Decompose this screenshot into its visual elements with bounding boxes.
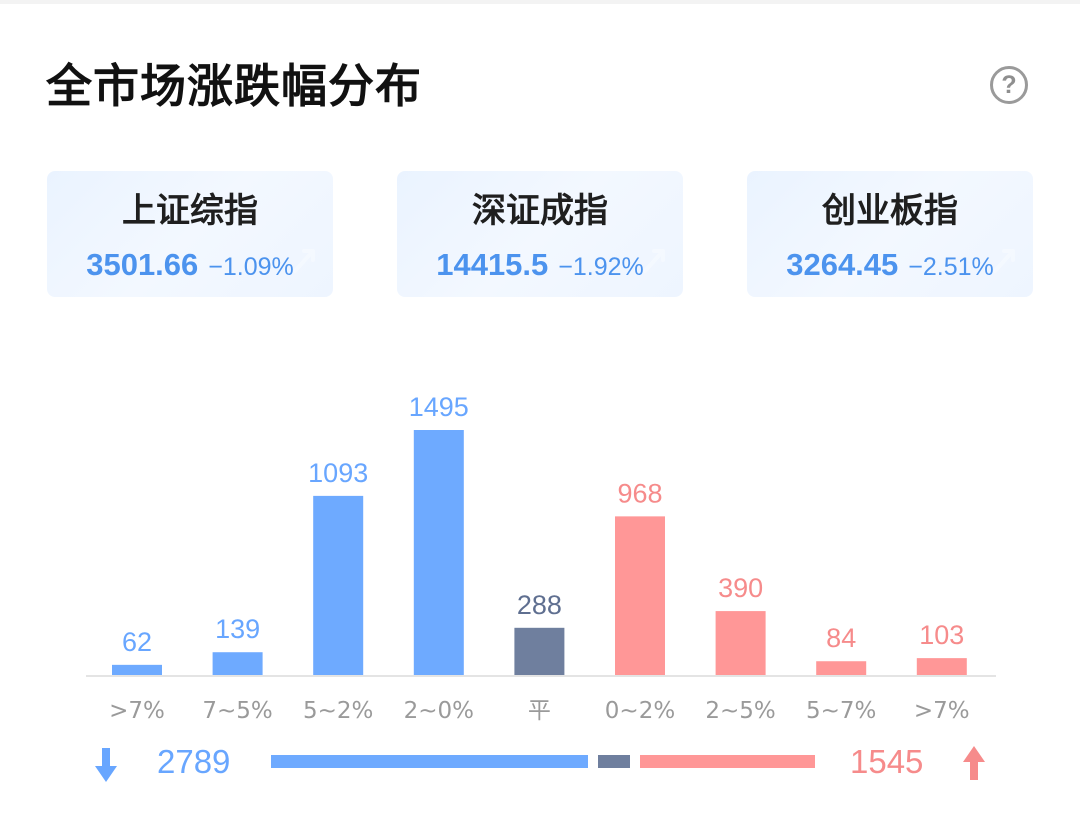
bar-8[interactable] [916, 658, 967, 675]
bar-value-label: 1093 [308, 458, 368, 488]
index-card-sz[interactable]: 深证成指 14415.5 −1.92% [397, 171, 683, 297]
index-change: −1.09% [208, 253, 294, 281]
x-tick-label: 平 [528, 698, 551, 724]
index-name: 创业板指 [822, 191, 958, 231]
bar-value-label: 288 [517, 590, 562, 620]
index-name: 上证综指 [122, 191, 258, 231]
arrow-up-icon [963, 746, 985, 780]
x-tick-label: 7~5% [202, 698, 272, 724]
index-value: 3501.66 [86, 247, 199, 282]
distribution-chart: 62 >7% 139 7~5% 1093 5~2% 1495 2~0% 288 平 968 0~2% 3… [86, 392, 996, 724]
index-value-line: 14415.5 −1.92% [397, 245, 683, 287]
bar-0[interactable] [112, 664, 162, 675]
bar-value-label: 84 [826, 623, 856, 653]
x-tick-label: >7% [109, 698, 165, 724]
index-change: −2.51% [908, 253, 994, 281]
index-name: 深证成指 [472, 191, 608, 231]
bar-2[interactable] [313, 495, 364, 675]
bar-value-label: 968 [617, 478, 662, 508]
trend-arrow-icon [643, 249, 665, 273]
bar-6[interactable] [715, 611, 766, 675]
x-tick-label: 2~5% [705, 698, 775, 724]
x-tick-label: 5~2% [303, 698, 373, 724]
index-card-cy[interactable]: 创业板指 3264.45 −2.51% [747, 171, 1033, 297]
bar-5[interactable] [615, 516, 665, 675]
question-circle-icon[interactable]: ? [990, 66, 1028, 104]
bar-value-label: 103 [919, 620, 964, 650]
bar-3[interactable] [413, 430, 464, 675]
up-count: 1545 [850, 743, 924, 780]
x-tick-label: 5~7% [806, 698, 876, 724]
x-tick-label: 0~2% [605, 698, 675, 724]
top-divider [0, 0, 1080, 4]
flat-distribution-bar [598, 755, 630, 768]
down-distribution-bar [271, 755, 588, 768]
index-change: −1.92% [558, 253, 644, 281]
down-count: 2789 [157, 743, 231, 780]
trend-arrow-icon [993, 249, 1015, 273]
bar-7[interactable] [816, 661, 867, 675]
index-value-line: 3264.45 −2.51% [747, 245, 1033, 287]
x-tick-label: >7% [914, 698, 970, 724]
x-tick-label: 2~0% [404, 698, 474, 724]
trend-arrow-icon [293, 249, 315, 273]
summary-row: 2789 1545 [0, 740, 1080, 788]
index-value-line: 3501.66 −1.09% [47, 245, 333, 287]
arrow-down-icon [95, 748, 117, 782]
up-distribution-bar [640, 755, 815, 768]
bar-value-label: 139 [215, 614, 260, 644]
index-value: 3264.45 [786, 247, 899, 282]
index-card-sh[interactable]: 上证综指 3501.66 −1.09% [47, 171, 333, 297]
index-value: 14415.5 [436, 247, 549, 282]
page-title: 全市场涨跌幅分布 [46, 59, 422, 113]
bar-value-label: 390 [718, 573, 763, 603]
bar-1[interactable] [212, 652, 263, 675]
bar-value-label: 1495 [409, 392, 469, 422]
bar-value-label: 62 [122, 627, 152, 657]
bar-4[interactable] [514, 627, 565, 675]
